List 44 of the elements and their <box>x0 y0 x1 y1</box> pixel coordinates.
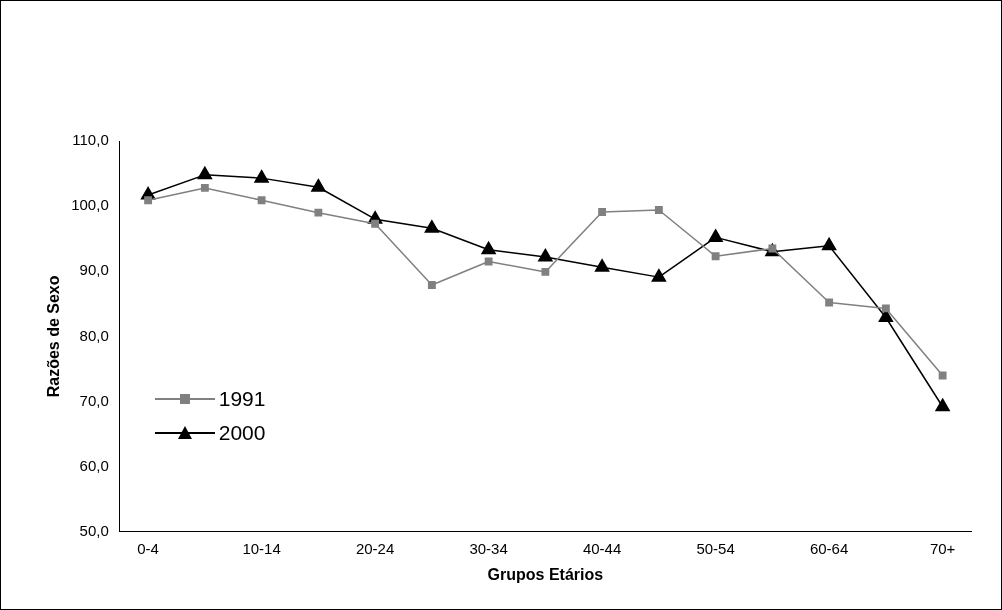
y-tick-label: 110,0 <box>72 131 109 149</box>
point <box>371 219 380 228</box>
point <box>821 237 837 251</box>
point <box>881 304 890 313</box>
point <box>257 196 266 205</box>
point <box>481 241 496 255</box>
point <box>651 268 667 282</box>
x-tick-label: 10-14 <box>242 539 281 557</box>
point <box>938 371 947 380</box>
x-tick-label: 20-24 <box>355 539 395 557</box>
x-tick-label: 0-4 <box>137 539 159 557</box>
point <box>711 252 720 261</box>
x-tick-label: 30-34 <box>469 539 508 557</box>
point <box>598 208 607 216</box>
legend-label: 2000 <box>218 420 266 445</box>
point <box>594 259 610 272</box>
y-tick-label: 100,0 <box>71 196 109 214</box>
point <box>314 208 323 217</box>
y-tick-label: 90,0 <box>79 261 109 279</box>
point <box>825 298 834 307</box>
y-tick-label: 50,0 <box>79 521 109 539</box>
y-tick-label: 70,0 <box>79 391 109 409</box>
x-tick-label: 40-44 <box>582 539 622 557</box>
point <box>538 248 553 262</box>
legend-label: 1991 <box>218 386 266 411</box>
x-axis-title: Grupos Etários <box>487 565 604 583</box>
x-tick-label: 70+ <box>929 539 956 557</box>
point <box>935 398 950 412</box>
point <box>424 220 440 233</box>
point <box>708 229 723 242</box>
y-tick-label: 60,0 <box>79 456 109 474</box>
y-tick-label: 80,0 <box>79 326 109 344</box>
point <box>654 206 663 214</box>
point <box>311 179 326 192</box>
point <box>254 169 269 183</box>
point <box>484 257 493 266</box>
point <box>200 183 209 192</box>
point <box>541 267 550 276</box>
point <box>427 281 436 289</box>
x-tick-label: 50-54 <box>696 539 735 557</box>
x-tick-label: 60-64 <box>809 539 849 557</box>
point <box>197 166 213 180</box>
point <box>144 196 153 205</box>
y-axis-title: Razões de Sexo <box>45 275 63 398</box>
